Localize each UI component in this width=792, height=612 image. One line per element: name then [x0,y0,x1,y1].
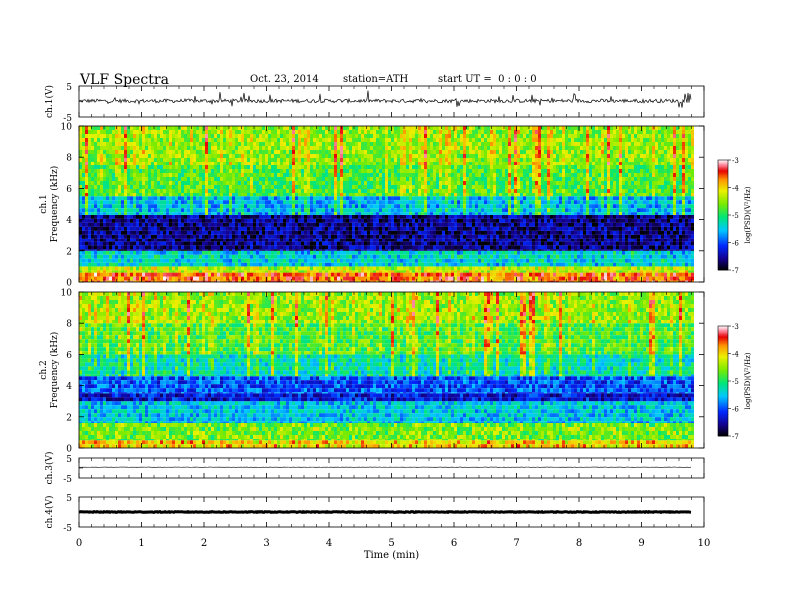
ch1-waveform-xticks [78,86,705,117]
x-tick-label: 10 [698,538,711,549]
ch4-waveform-xticks [78,497,705,527]
colorbar-tick-label: -5 [732,212,739,220]
y-tick-label: 5 [66,455,72,465]
y-tick-label: 5 [66,494,72,504]
y-tick-label: 8 [66,320,72,330]
colorbar-tick-label: -3 [732,323,739,331]
y-axis-label: ch.3(V) [44,452,55,485]
ch1-spectrogram-colorbar: -3 -4 -5 -6 -7 log(PSD)(V²/Hz) [717,157,752,275]
ch2-spectrogram-colorbar: -3 -4 -5 -6 -7 log(PSD)(V²/Hz) [717,323,752,441]
colorbar-tick-label: -5 [732,378,739,386]
x-tick-label: 1 [138,538,144,549]
x-tick-label: 4 [326,538,332,549]
ch3-waveform-xticks [78,458,705,478]
y-tick-label: 2 [66,247,72,257]
colorbar-tick-label: -3 [732,157,739,165]
y-tick-label: 0 [66,445,72,455]
y-tick-label: -5 [63,475,72,485]
x-tick-label: 0 [76,538,82,549]
y-tick-label: 5 [66,83,72,93]
y-axis-label: ch.4(V) [44,496,55,529]
y-tick-label: 4 [66,382,72,392]
station-label: station=ATH [343,74,409,85]
y-tick-label: 6 [66,351,72,361]
x-tick-label: 2 [201,538,207,549]
colorbar-tick-label: -4 [732,185,739,193]
y-tick-label: 2 [66,413,72,423]
x-axis-label: Time (min) [364,550,419,561]
y-axis-label: ch.1(V) [44,85,55,118]
ch2-spectrogram-image [79,292,694,448]
colorbar-tick-label: -7 [732,267,739,275]
y-tick-label: 8 [66,154,72,164]
colorbar-tick-label: -4 [732,351,739,359]
ch2-spectrogram-xticks [78,292,705,448]
ch1-waveform-series [78,90,692,108]
y-axis-label: Frequency (kHz) [49,332,60,409]
x-tick-label: 9 [638,538,644,549]
x-tick-label: 8 [576,538,582,549]
y-tick-label: -5 [63,114,72,124]
x-tick-label: 5 [388,538,394,549]
y-tick-label: 4 [66,216,72,226]
y-tick-label: 6 [66,185,72,195]
ch4-waveform-line [78,509,692,515]
x-tick-label: 7 [513,538,519,549]
colorbar-tick-label: -6 [732,240,739,248]
date-label: Oct. 23, 2014 [250,74,319,85]
ch1-spectrogram-xticks [78,126,705,282]
colorbar-tick-label: -7 [732,433,739,441]
ch1-spectrogram-image [79,126,694,282]
y-tick-label: 10 [61,123,73,133]
y-axis-label: Frequency (kHz) [49,166,60,243]
x-tick-label: 3 [263,538,269,549]
y-tick-label: 10 [61,289,73,299]
y-axis-channel-label: ch.2 [39,360,49,379]
ch1-waveform-line [78,90,692,108]
start-time-label: start UT = 0 : 0 : 0 [438,74,537,85]
y-tick-label: -5 [63,524,72,534]
x-tick-label: 6 [451,538,457,549]
ch4-waveform-series [78,509,692,515]
colorbar-tick-label: -6 [732,406,739,414]
y-tick-label: 0 [66,279,72,289]
colorbar-label: log(PSD)(V²/Hz) [744,186,752,243]
chart-title: VLF Spectra [80,72,169,88]
colorbar-label: log(PSD)(V²/Hz) [744,352,752,409]
y-axis-channel-label: ch.1 [39,194,49,213]
